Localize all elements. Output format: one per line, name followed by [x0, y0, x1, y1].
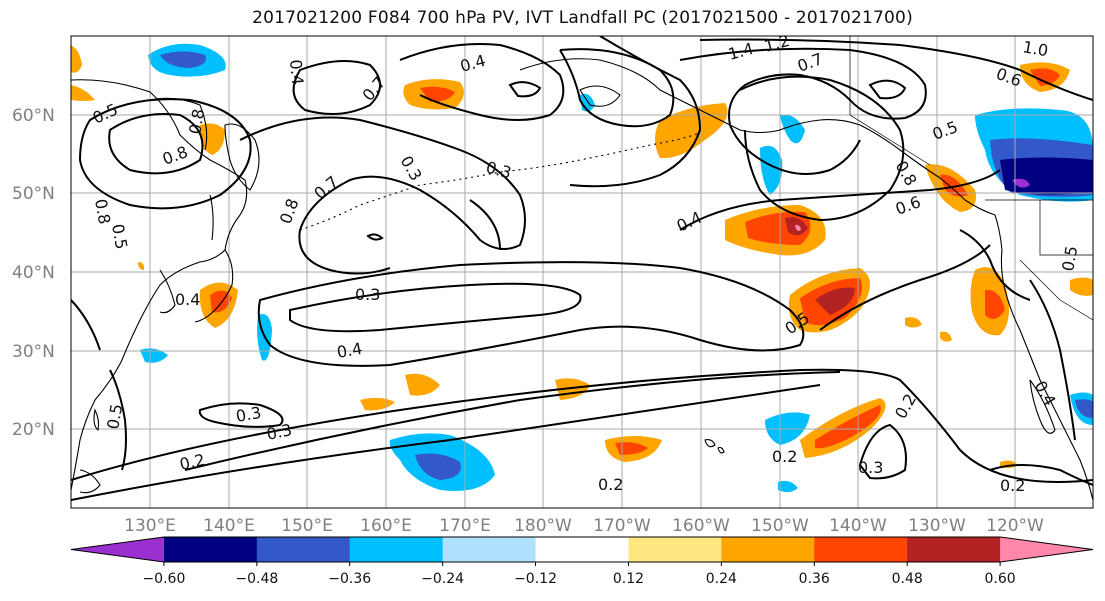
contour-label: 0.8: [185, 107, 208, 135]
colorbar: −0.60 −0.48 −0.36 −0.24 −0.12 0.12 0.24 0.36 0.4…: [70, 536, 1094, 587]
colorbar-swatch: [814, 537, 908, 562]
colorbar-swatch: [349, 537, 444, 562]
lon-label: 140°E: [203, 516, 255, 536]
colorbar-swatch: [628, 537, 722, 562]
contour-label: 1.2: [762, 31, 792, 56]
lon-label: 170°W: [593, 516, 651, 536]
lon-label: 170°E: [439, 516, 491, 536]
contour-label: 0.5: [1058, 244, 1081, 272]
colorbar-tick-label: −0.48: [235, 571, 278, 587]
colorbar-tick-label: 0.48: [892, 571, 923, 587]
contour-label: 0.3: [265, 420, 294, 444]
lat-label: 30°N: [12, 342, 55, 362]
contour-label: 0.3: [858, 458, 883, 477]
map-panel: 0.5 0.8 0.4 0.7 0.4 1.4 1.2 0.7 1.0 0.6 …: [71, 31, 1093, 508]
lat-label: 50°N: [12, 184, 55, 204]
colorbar-tick-label: 0.24: [706, 571, 737, 587]
colorbar-swatch: [907, 537, 1001, 562]
lat-label: 20°N: [12, 420, 55, 440]
longitude-labels: 130°E 140°E 150°E 160°E 170°E 180°W 170°…: [124, 516, 1044, 536]
lon-label: 180°W: [514, 516, 572, 536]
contour-label: 0.3: [355, 285, 380, 304]
contour-label: 0.4: [175, 290, 200, 309]
lon-label: 160°W: [672, 516, 730, 536]
contour-label: 0.5: [108, 222, 131, 250]
lon-label: 150°W: [751, 516, 809, 536]
contour-label: 0.2: [598, 475, 623, 494]
contour-label: 0.4: [286, 59, 307, 86]
contour-label: 0.4: [335, 339, 363, 362]
lon-label: 130°W: [908, 516, 966, 536]
colorbar-tick-label: −0.60: [142, 571, 185, 587]
map-frame: [70, 35, 1094, 509]
graticule: [71, 36, 1093, 508]
contour-label: 0.2: [772, 447, 797, 466]
lon-label: 150°E: [281, 516, 333, 536]
lat-label: 60°N: [12, 106, 55, 126]
latitude-labels: 60°N 50°N 40°N 30°N 20°N: [12, 106, 55, 440]
colorbar-tick-label: 0.60: [985, 571, 1016, 587]
lon-label: 130°E: [124, 516, 176, 536]
colorbar-swatch: [442, 537, 537, 562]
colorbar-tick-label: −0.36: [328, 571, 371, 587]
map-title: 2017021200 F084 700 hPa PV, IVT Landfall…: [252, 8, 913, 28]
colorbar-swatch: [256, 537, 351, 562]
contour-label: 0.2: [178, 450, 207, 474]
contour-label: 0.3: [234, 403, 262, 426]
colorbar-swatch: [535, 537, 629, 562]
lat-label: 40°N: [12, 263, 55, 283]
contour-label: 0.2: [1000, 476, 1025, 495]
colorbar-tick-label: 0.36: [799, 571, 830, 587]
anomaly-shading: [71, 43, 1093, 493]
pv-contours: [71, 36, 1093, 501]
colorbar-swatch: [721, 537, 815, 562]
contour-label: 1.0: [1021, 37, 1049, 60]
colorbar-tick-label: 0.12: [613, 571, 644, 587]
contour-label: 0.8: [91, 197, 114, 225]
colorbar-tick-label: −0.24: [421, 571, 464, 587]
lon-label: 160°E: [360, 516, 412, 536]
colorbar-swatch: [163, 537, 258, 562]
contour-label: 0.5: [103, 402, 126, 430]
lon-label: 120°W: [986, 516, 1044, 536]
colorbar-tick-label: −0.12: [514, 571, 557, 587]
colorbar-swatch: [71, 537, 164, 562]
colorbar-swatch: [1000, 537, 1093, 562]
lon-label: 140°W: [829, 516, 887, 536]
